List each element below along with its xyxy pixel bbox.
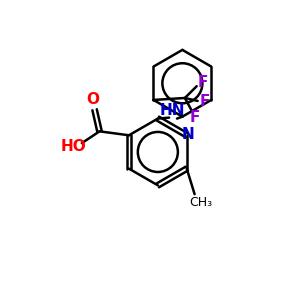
Text: F: F: [190, 110, 200, 125]
Text: CH₃: CH₃: [189, 196, 212, 208]
Text: F: F: [199, 94, 210, 110]
Text: F: F: [197, 75, 208, 90]
Text: N: N: [182, 127, 194, 142]
Text: HO: HO: [60, 139, 86, 154]
Text: O: O: [86, 92, 99, 107]
Text: HN: HN: [159, 103, 185, 118]
